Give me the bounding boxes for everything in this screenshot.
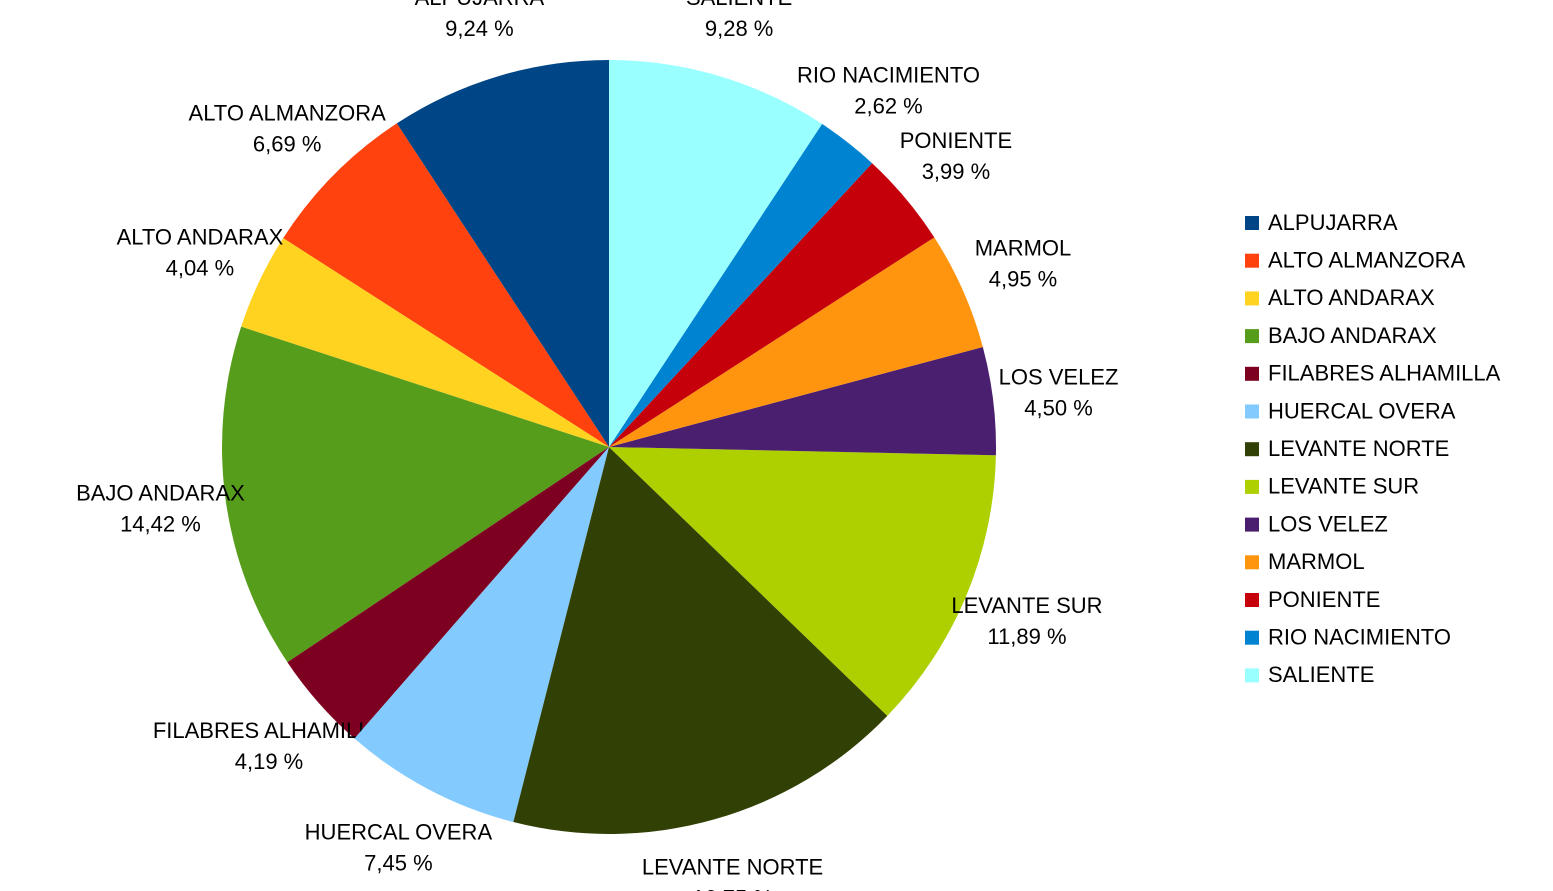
legend-label: ALPUJARRA [1268, 210, 1398, 235]
legend-swatch [1245, 291, 1259, 306]
legend-label: LOS VELEZ [1268, 511, 1388, 536]
legend-label: LEVANTE SUR [1268, 474, 1419, 499]
pie-slice [609, 123, 873, 447]
slice-label-name: MARMOL [975, 235, 1072, 260]
pie-slice [609, 237, 983, 447]
slice-label-name: ALTO ANDARAX [117, 225, 284, 250]
slice-label-name: ALPUJARRA [415, 0, 545, 10]
legend-swatch [1245, 630, 1259, 645]
legend-label: ALTO ALMANZORA [1268, 248, 1466, 273]
slice-label-value: 3,99 % [922, 159, 991, 184]
slice-label-value: 4,95 % [989, 266, 1058, 291]
slice-label-value: 9,24 % [445, 16, 514, 41]
legend-label: SALIENTE [1268, 662, 1374, 687]
legend-swatch [1245, 517, 1259, 532]
slice-label-name: LEVANTE SUR [951, 593, 1102, 618]
slice-label-value: 4,04 % [166, 256, 235, 281]
legend-swatch [1245, 329, 1259, 344]
slice-label-name: RIO NACIMIENTO [797, 63, 980, 88]
pie-slice [241, 238, 609, 447]
pie-slice [609, 60, 823, 447]
legend-swatch [1245, 479, 1259, 494]
legend-swatch [1245, 404, 1259, 419]
slice-label-value: 4,50 % [1024, 396, 1093, 421]
pie-slice [609, 346, 997, 456]
slice-label-value: 2,62 % [854, 94, 923, 119]
slice-label-value: 14,42 % [120, 512, 201, 537]
legend-label: FILABRES ALHAMILLA [1268, 361, 1501, 386]
legend-label: HUERCAL OVERA [1268, 398, 1456, 423]
legend-label: ALTO ANDARAX [1268, 285, 1435, 310]
legend-label: BAJO ANDARAX [1268, 323, 1437, 348]
slice-label-name: LEVANTE NORTE [642, 854, 823, 879]
legend-swatch [1245, 593, 1259, 607]
legend-label: LEVANTE NORTE [1268, 436, 1449, 461]
slice-label-name: ALTO ALMANZORA [189, 100, 387, 125]
slice-label-value: 6,69 % [253, 131, 322, 156]
pie-slice [283, 123, 609, 447]
slice-label-value: 4,19 % [235, 749, 304, 774]
legend-swatch [1245, 253, 1259, 268]
legend-label: RIO NACIMIENTO [1268, 625, 1451, 650]
legend-swatch [1245, 366, 1259, 381]
slice-label-value: 7,45 % [364, 851, 433, 876]
slice-label-value: 11,89 % [987, 624, 1066, 649]
slice-label-name: PONIENTE [900, 128, 1012, 153]
slice-label-name: FILABRES ALHAMILLA [153, 718, 386, 743]
slice-label-name: BAJO ANDARAX [76, 481, 245, 506]
slice-label-name: HUERCAL OVERA [305, 820, 493, 845]
pie-slice [609, 163, 935, 447]
pie-slice [222, 326, 610, 663]
pie-slice [513, 447, 888, 834]
pie-slice [396, 60, 609, 447]
legend-swatch [1245, 216, 1259, 230]
legend-label: PONIENTE [1268, 587, 1380, 612]
slice-label-name: LOS VELEZ [999, 365, 1119, 390]
legend-swatch [1245, 668, 1259, 683]
slice-label-value: 16,75 % [692, 885, 773, 891]
pie-slice [609, 447, 996, 716]
pie-slice [354, 447, 609, 822]
legend-swatch [1245, 442, 1259, 457]
legend-swatch [1245, 555, 1259, 570]
slice-label-value: 9,28 % [705, 16, 774, 41]
legend-label: MARMOL [1268, 549, 1365, 574]
slice-label-name: SALIENTE [686, 0, 792, 10]
pie-slice [287, 447, 609, 739]
